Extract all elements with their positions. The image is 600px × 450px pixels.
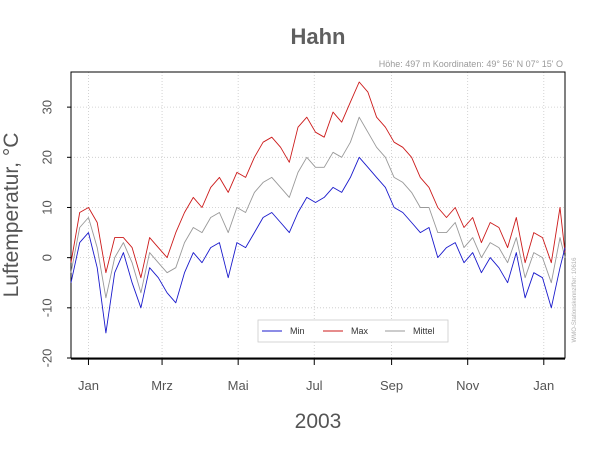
- y-tick-label-0: -20: [40, 349, 55, 368]
- legend-label-max: Max: [351, 326, 369, 336]
- x-tick-label-4: Sep: [380, 378, 403, 393]
- y-tick-label-4: 20: [40, 150, 55, 164]
- series-line-max: [70, 81, 566, 279]
- x-axis: Jan Mrz Mai Jul Sep Nov Jan: [71, 358, 565, 393]
- x-tick-label-0: Jan: [78, 378, 99, 393]
- x-tick-label-2: Mai: [228, 378, 249, 393]
- legend-box: [257, 319, 449, 343]
- chart-title: Hahn: [291, 24, 346, 49]
- station-id-note: WMO-Stationskennziffer: 10616: [572, 257, 578, 343]
- y-axis: -20 -10 0 10 20 30: [40, 100, 71, 368]
- legend-label-mittel: Mittel: [413, 326, 435, 336]
- x-tick-label-5: Nov: [456, 378, 480, 393]
- legend: Min Max Mittel: [257, 319, 449, 343]
- x-tick-label-3: Jul: [306, 378, 323, 393]
- y-tick-label-5: 30: [40, 100, 55, 114]
- series-line-mittel: [70, 116, 566, 299]
- y-tick-label-2: 0: [40, 254, 55, 261]
- y-tick-label-3: 10: [40, 200, 55, 214]
- x-tick-label-6: Jan: [533, 378, 554, 393]
- plot-frame: [70, 71, 566, 359]
- x-tick-label-1: Mrz: [151, 378, 173, 393]
- series-line-min: [70, 156, 566, 334]
- chart-subtitle: Höhe: 497 m Koordinaten: 49° 56' N 07° 1…: [379, 59, 563, 69]
- x-axis-title: 2003: [295, 410, 342, 433]
- y-tick-label-1: -10: [40, 298, 55, 317]
- y-axis-title: Luftemperatur, °C: [0, 133, 23, 298]
- series-lines: [70, 81, 566, 334]
- legend-label-min: Min: [290, 326, 305, 336]
